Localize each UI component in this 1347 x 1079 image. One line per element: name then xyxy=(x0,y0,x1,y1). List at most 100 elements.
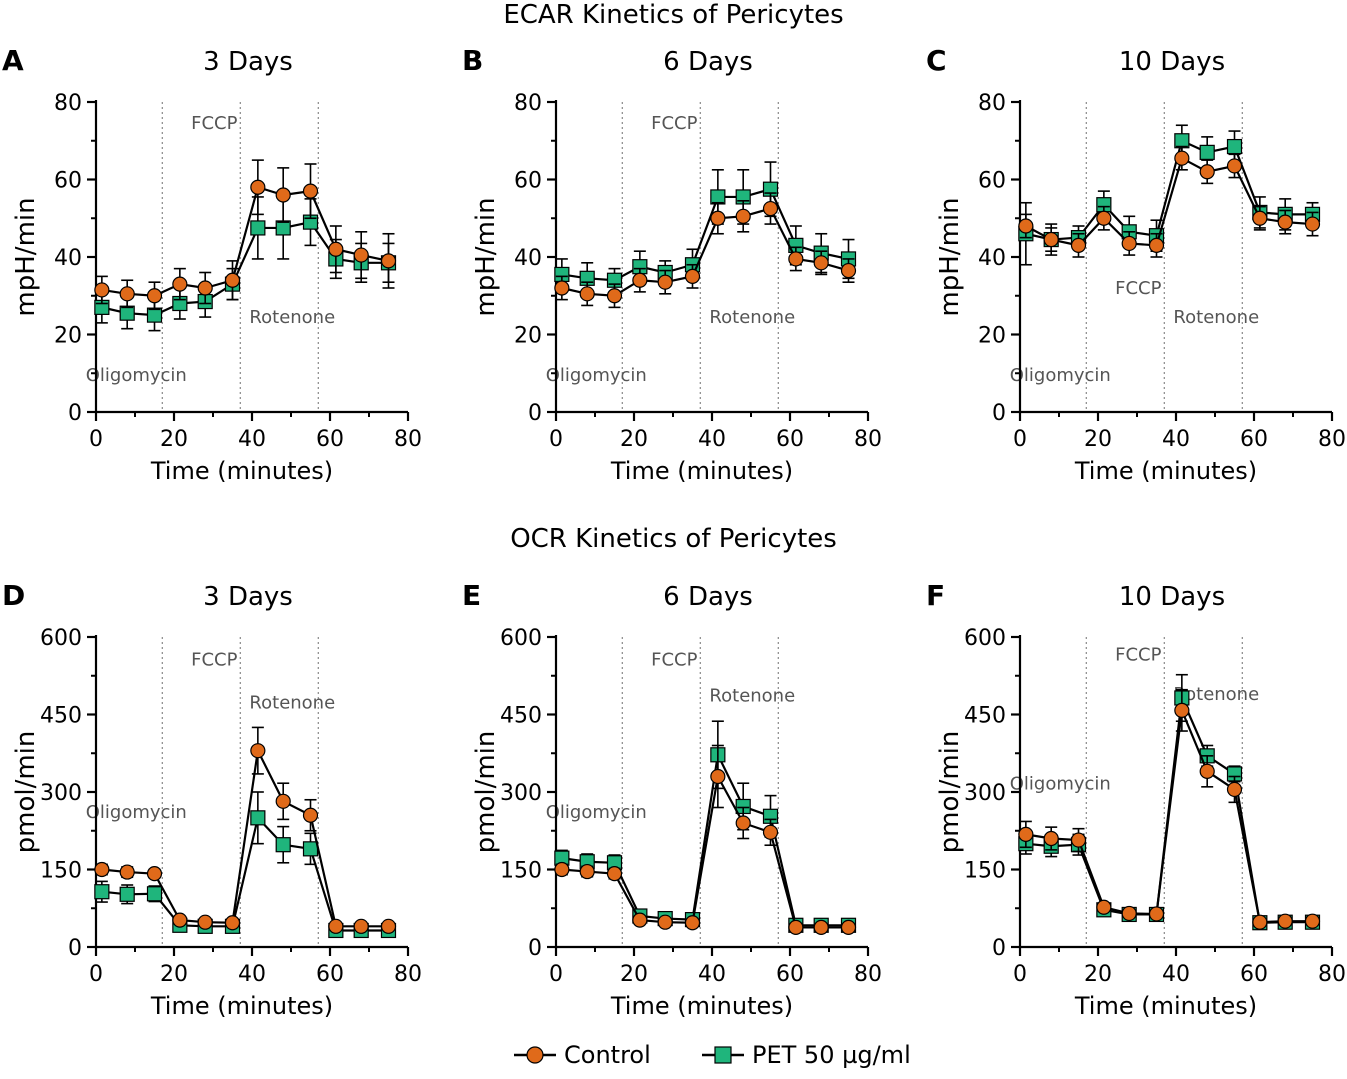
data-point-control xyxy=(119,864,135,880)
data-point-control xyxy=(1199,164,1215,180)
x-axis-label: Time (minutes) xyxy=(610,992,793,1020)
data-point-control xyxy=(554,280,570,296)
y-tick-label: 0 xyxy=(992,401,1006,426)
y-tick-label: 40 xyxy=(514,246,542,271)
data-point-control xyxy=(632,912,648,928)
y-tick-label: 0 xyxy=(528,936,542,961)
y-tick-label: 20 xyxy=(514,324,542,349)
panel-title: 6 Days xyxy=(663,582,753,612)
data-point-control xyxy=(1018,826,1034,842)
data-point-control xyxy=(302,183,319,199)
data-point-pet xyxy=(250,220,266,236)
data-point-control xyxy=(554,861,570,878)
data-point-control xyxy=(94,861,110,878)
data-point-control xyxy=(1226,781,1243,798)
data-point-control xyxy=(302,807,319,823)
data-point-control xyxy=(684,915,701,931)
series-control xyxy=(554,192,857,309)
x-tick-label: 60 xyxy=(316,427,344,452)
chart-panel-a: A 3 Days Oligomycin FCCP Rotenone 0 20 40 60 80 0 2… xyxy=(2,44,422,485)
y-axis-label: pmol/min xyxy=(935,731,965,854)
x-tick-label: 80 xyxy=(1318,962,1346,987)
data-point-pet xyxy=(1199,144,1215,160)
series-line-pet xyxy=(561,187,849,282)
data-point-control xyxy=(606,866,623,882)
x-tick-label: 0 xyxy=(549,427,563,452)
data-point-control xyxy=(1070,237,1087,253)
panel-title: 10 Days xyxy=(1119,47,1225,77)
x-tick-label: 0 xyxy=(89,962,103,987)
legend-label-control: Control xyxy=(564,1041,651,1069)
series-pet xyxy=(1018,673,1321,931)
data-point-control xyxy=(275,187,291,203)
chart-panel-e: E 6 Days Oligomycin FCCP Rotenone 0 150 300 450 6… xyxy=(462,579,882,1020)
injection-label: Oligomycin xyxy=(546,802,647,823)
data-point-control xyxy=(735,208,751,224)
y-tick-label: 600 xyxy=(964,626,1006,651)
x-tick-label: 60 xyxy=(316,962,344,987)
data-point-control xyxy=(1148,906,1165,922)
y-tick-label: 450 xyxy=(964,704,1006,729)
data-point-pet xyxy=(146,307,163,323)
y-tick-label: 60 xyxy=(978,169,1006,194)
data-point-control xyxy=(710,768,726,785)
legend-item-pet: PET 50 µg/ml xyxy=(700,1041,911,1069)
series-line-pet xyxy=(1025,139,1313,241)
data-point-control xyxy=(1226,158,1243,174)
data-point-control xyxy=(813,919,829,935)
data-point-control xyxy=(1174,150,1190,166)
y-tick-label: 80 xyxy=(54,91,82,116)
data-point-control xyxy=(579,863,595,880)
data-point-control xyxy=(735,815,751,831)
data-point-control xyxy=(353,918,369,934)
x-tick-label: 0 xyxy=(549,962,563,987)
data-point-control xyxy=(657,274,673,290)
data-point-pet xyxy=(1226,138,1243,155)
x-tick-label: 40 xyxy=(238,427,266,452)
ecar-section-title: ECAR Kinetics of Pericytes xyxy=(503,0,844,30)
data-point-control xyxy=(762,824,779,840)
x-axis-label: Time (minutes) xyxy=(610,457,793,485)
data-point-pet xyxy=(275,220,291,236)
injection-label: Rotenone xyxy=(249,307,335,328)
x-tick-label: 20 xyxy=(1084,962,1112,987)
y-tick-label: 150 xyxy=(500,859,542,884)
series-pet xyxy=(554,720,857,933)
data-point-pet xyxy=(119,305,135,321)
injection-label: Oligomycin xyxy=(86,365,187,386)
y-tick-label: 300 xyxy=(40,781,82,806)
panel-letter: D xyxy=(2,579,25,612)
y-tick-label: 60 xyxy=(54,169,82,194)
data-point-pet xyxy=(94,884,110,900)
data-point-control xyxy=(1096,899,1112,915)
series-line-control xyxy=(101,747,389,928)
data-point-control xyxy=(684,268,701,284)
injection-label: FCCP xyxy=(651,113,697,134)
x-tick-label: 20 xyxy=(620,427,648,452)
y-axis-label: pmol/min xyxy=(471,731,501,854)
series-line-control xyxy=(561,207,849,297)
panel-letter: A xyxy=(2,44,24,77)
x-axis-label: Time (minutes) xyxy=(1074,992,1257,1020)
data-point-control xyxy=(1174,702,1190,718)
ocr-section-title: OCR Kinetics of Pericytes xyxy=(510,524,837,554)
chart-panel-b: B 6 Days Oligomycin FCCP Rotenone 0 20 40 60 80 0 2… xyxy=(462,44,882,485)
data-point-control xyxy=(380,253,397,269)
series-pet xyxy=(94,196,397,332)
data-point-control xyxy=(146,866,163,882)
injection-label: FCCP xyxy=(1115,278,1161,299)
injection-label: Oligomycin xyxy=(1010,773,1111,794)
data-point-control xyxy=(197,280,213,296)
y-tick-label: 0 xyxy=(68,401,82,426)
x-axis-label: Time (minutes) xyxy=(150,992,333,1020)
data-point-control xyxy=(788,919,804,935)
y-tick-label: 40 xyxy=(978,246,1006,271)
data-point-control xyxy=(1252,210,1268,226)
data-point-control xyxy=(657,914,673,930)
data-point-control xyxy=(172,276,188,292)
y-tick-label: 150 xyxy=(40,859,82,884)
data-point-control xyxy=(788,251,804,267)
series-control xyxy=(1018,688,1321,930)
y-tick-label: 300 xyxy=(964,781,1006,806)
injection-label: FCCP xyxy=(651,649,697,670)
